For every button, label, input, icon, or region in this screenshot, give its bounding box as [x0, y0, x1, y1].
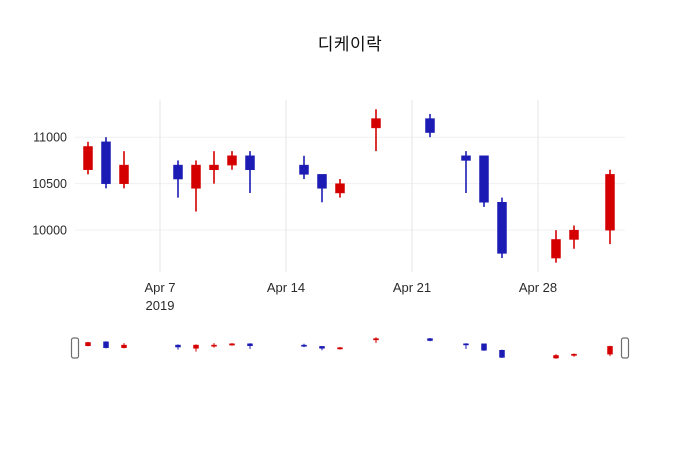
candle	[121, 343, 127, 349]
candle-body	[605, 174, 615, 231]
candle-body	[319, 346, 325, 349]
candle	[247, 343, 253, 349]
candle-body	[85, 342, 91, 346]
x-tick-label: Apr 21	[393, 280, 431, 295]
candle-body	[371, 118, 381, 129]
candle	[227, 151, 237, 170]
candle-body	[101, 141, 111, 184]
candle-body	[119, 164, 129, 184]
candle-body	[209, 164, 219, 170]
candle	[319, 346, 325, 351]
candle	[481, 343, 487, 351]
candle	[175, 344, 181, 350]
candle-body	[569, 229, 579, 240]
candle-body	[553, 355, 559, 359]
candle-body	[479, 155, 489, 203]
candle	[301, 343, 307, 348]
candle-body	[373, 338, 379, 341]
candle	[425, 113, 435, 138]
candle	[335, 179, 345, 198]
range-slider-handle-left[interactable]	[70, 337, 80, 359]
candles-main	[83, 109, 615, 263]
candle	[499, 349, 505, 359]
candle	[103, 341, 109, 349]
candle	[607, 345, 613, 357]
candle-body	[301, 344, 307, 347]
candle	[229, 343, 235, 346]
x-axis: Apr 7 2019 Apr 14 Apr 21 Apr 28	[144, 280, 557, 313]
candle-body	[103, 341, 109, 348]
candle-body	[337, 347, 343, 350]
y-tick-label: 11000	[33, 131, 67, 145]
candle	[317, 174, 327, 203]
range-slider-handle-right[interactable]	[620, 337, 630, 359]
candle-body	[497, 202, 507, 254]
range-slider-track[interactable]	[75, 330, 625, 366]
candle-body	[461, 155, 471, 161]
candle-body	[83, 146, 93, 170]
candle	[173, 160, 183, 198]
candle	[605, 169, 615, 245]
candle-body	[191, 164, 201, 189]
candle-body	[317, 174, 327, 189]
candle	[83, 141, 93, 175]
y-tick-label: 10000	[32, 224, 67, 238]
candle	[497, 197, 507, 259]
candle-body	[227, 155, 237, 166]
candle	[373, 337, 379, 344]
x-tick-label: Apr 14	[267, 280, 305, 295]
candle	[193, 344, 199, 352]
candle-body	[551, 239, 561, 259]
candle-body	[175, 344, 181, 348]
candle-body	[499, 350, 505, 358]
x-tick-year-label: 2019	[146, 298, 175, 313]
candle	[299, 155, 309, 180]
candle	[553, 354, 559, 359]
candle	[371, 109, 381, 152]
candle-body	[335, 183, 345, 194]
candle	[191, 160, 201, 212]
candle-body	[425, 118, 435, 133]
candle-body	[481, 343, 487, 351]
grid	[75, 100, 625, 272]
candle	[337, 347, 343, 350]
candle	[245, 151, 255, 193]
y-axis: 10000 10500 11000	[32, 131, 67, 238]
candle-body	[571, 353, 577, 356]
range-slider[interactable]	[70, 330, 630, 366]
y-tick-label: 10500	[32, 177, 67, 191]
candles-mini	[85, 337, 613, 359]
candle-body	[211, 344, 217, 347]
candle	[479, 155, 489, 207]
candle-body	[463, 343, 469, 346]
candle	[209, 151, 219, 184]
candle-body	[173, 164, 183, 180]
candle	[119, 151, 129, 189]
candle	[211, 343, 217, 348]
candle	[101, 137, 111, 189]
candle	[569, 225, 579, 249]
candle-body	[427, 338, 433, 341]
candle	[463, 343, 469, 349]
candle-body	[607, 346, 613, 355]
candle	[571, 353, 577, 357]
candle-body	[247, 343, 253, 346]
candle	[551, 230, 561, 263]
candle-body	[121, 344, 127, 348]
x-tick-label: Apr 28	[519, 280, 557, 295]
chart-title: 디케이락	[317, 35, 383, 54]
candle	[461, 151, 471, 193]
candle	[427, 337, 433, 342]
candle-body	[193, 344, 199, 349]
candle-body	[299, 164, 309, 175]
candle-body	[245, 155, 255, 170]
candle-body	[229, 343, 235, 346]
candle	[85, 341, 91, 347]
x-tick-label: Apr 7	[144, 280, 175, 295]
